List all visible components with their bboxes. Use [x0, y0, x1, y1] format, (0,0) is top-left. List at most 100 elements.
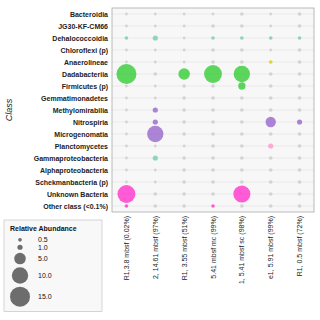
bubble — [183, 49, 186, 52]
bubble — [211, 120, 215, 124]
bubble — [117, 185, 135, 203]
legend-label: 1.0 — [38, 244, 48, 251]
legend-bubble — [18, 238, 22, 242]
bubble — [154, 61, 157, 64]
bubble — [269, 180, 273, 184]
bubble — [298, 192, 302, 196]
bubble — [182, 156, 186, 160]
legend-bubble — [12, 267, 28, 283]
bubble — [212, 13, 215, 16]
bubble — [266, 117, 276, 127]
bubble — [211, 132, 215, 136]
y-tick-label: Chloroflexi (p) — [61, 47, 108, 55]
bubble — [125, 204, 129, 208]
bubble — [269, 13, 272, 16]
bubble — [182, 108, 186, 112]
plot-frame — [112, 8, 314, 212]
bubble — [269, 84, 273, 88]
x-tick-label: 2, 14.61 mbsf (97%) — [152, 216, 160, 279]
legend: Relative Abundance0.51.05.010.015.0 — [4, 220, 102, 312]
bubble — [116, 64, 136, 84]
y-tick-label: JG30-KF-CM66 — [58, 23, 108, 30]
legend-label: 5.0 — [38, 255, 48, 262]
x-tick-label: R1,3.8 mbsf (0.02%) — [123, 216, 131, 280]
bubble — [269, 168, 273, 172]
bubble — [154, 49, 157, 52]
bubble — [269, 192, 273, 196]
bubble — [125, 97, 128, 100]
y-axis: BacteroidiaJG30-KF-CM66DehalococcoidiaCh… — [34, 11, 108, 211]
bubble — [125, 109, 128, 112]
bubble — [240, 24, 244, 28]
y-tick-label: Microgenomatia — [54, 131, 108, 139]
bubble — [182, 84, 186, 88]
bubble — [211, 48, 215, 52]
bubble — [153, 119, 158, 124]
bubble — [211, 180, 215, 184]
bubble — [183, 25, 186, 28]
bubble — [234, 66, 250, 82]
bubble — [269, 36, 273, 40]
bubble — [211, 60, 215, 64]
bubble — [298, 156, 302, 160]
bubble — [268, 143, 273, 148]
bubble — [182, 120, 186, 124]
y-tick-label: Dadabacteriia — [62, 71, 108, 78]
bubble — [153, 192, 157, 196]
bubble — [298, 204, 302, 208]
bubble — [125, 133, 128, 136]
x-axis: R1,3.8 mbsf (0.02%) 2, 14.61 mbsf (97%) R1… — [123, 216, 304, 284]
bubble — [269, 49, 272, 52]
bubble — [182, 132, 186, 136]
bubble — [269, 108, 273, 112]
bubble — [298, 48, 302, 52]
bubble — [240, 48, 244, 52]
y-tick-label: Anaerolineae — [64, 59, 108, 66]
legend-bubble — [10, 287, 30, 307]
y-tick-label: Bacteroidia — [70, 11, 108, 18]
bubble — [211, 144, 215, 148]
bubble — [211, 108, 215, 112]
legend-label: 10.0 — [38, 272, 52, 279]
bubble — [298, 168, 302, 172]
bubble — [125, 13, 128, 16]
x-tick-label: 5.41 mbsf mc (99%) — [210, 216, 218, 279]
y-tick-label: Planctomycetes — [55, 143, 108, 151]
bubble — [211, 36, 215, 40]
bubble — [240, 144, 244, 148]
legend-box — [4, 220, 102, 312]
bubble — [211, 24, 215, 28]
bubble — [269, 132, 273, 136]
y-tick-label: Other class (<0.1%) — [43, 203, 108, 211]
bubble — [153, 155, 158, 160]
bubble — [269, 156, 273, 160]
x-tick-label: R1, 0.5 mbsf (72%) — [296, 216, 304, 276]
bubble — [125, 121, 128, 124]
bubble — [238, 82, 245, 89]
bubble — [125, 25, 128, 28]
bubble — [125, 169, 128, 172]
bubble — [211, 156, 215, 160]
bubble — [298, 72, 302, 76]
y-tick-label: Methylomirabilia — [53, 107, 108, 115]
y-tick-label: Schekmanbacteria (p) — [35, 179, 108, 187]
x-tick-label: R1, 3.55 mbsf (51%) — [181, 216, 189, 280]
bubble — [298, 84, 302, 88]
y-tick-label: Gemmatimonadetes — [41, 95, 108, 102]
bubble — [211, 168, 215, 172]
bubble — [240, 204, 244, 208]
bubble — [298, 132, 302, 136]
bubble — [182, 204, 186, 208]
bubble — [240, 120, 244, 124]
grid — [112, 14, 314, 206]
bubble — [240, 168, 244, 172]
bubble — [211, 84, 215, 88]
bubble — [298, 144, 302, 148]
legend-label: 15.0 — [38, 293, 52, 300]
y-tick-label: Unknown Bacteria — [47, 191, 108, 198]
bubble — [154, 13, 157, 16]
bubble — [182, 168, 186, 172]
bubble — [182, 192, 186, 196]
bubble — [147, 126, 163, 142]
bubble — [125, 157, 128, 160]
